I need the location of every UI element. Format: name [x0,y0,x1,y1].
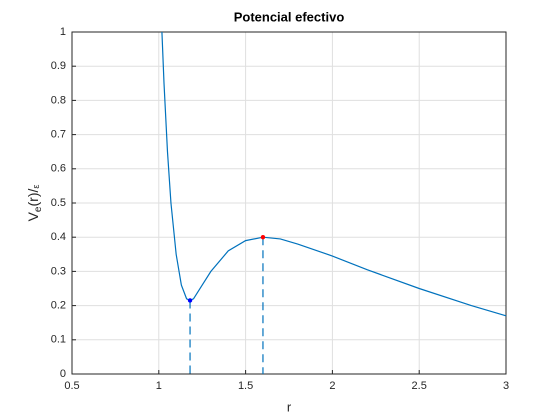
x-tick-label: 1.5 [238,380,253,392]
y-tick-label: 0.1 [51,334,66,346]
y-axis-label: Ve(r)/ε [25,185,44,222]
x-tick-label: 2.5 [412,380,427,392]
y-tick-label: 0.7 [51,129,66,141]
y-tick-label: 0.2 [51,300,66,312]
y-tick-label: 0.4 [51,231,66,243]
y-tick-label: 0.8 [51,94,66,106]
point [187,298,193,303]
x-tick-label: 0.5 [64,380,79,392]
y-label-sub: e [33,206,44,212]
x-tick-label: 2 [329,380,335,392]
curve [161,31,507,317]
x-tick-label: 1 [156,380,162,392]
y-tick-label: 0.5 [51,197,66,209]
x-tick-label: 3 [503,380,509,392]
plot-frame [71,31,507,375]
y-label-small: ε [31,185,41,189]
y-label-main: V [25,211,41,221]
point [260,235,266,240]
y-tick-label: 0.6 [51,163,66,175]
chart-title: Potencial efectivo [234,9,345,24]
y-tick-label: 0 [60,368,66,380]
y-tick-label: 0.9 [51,60,66,72]
y-tick-label: 0.3 [51,265,66,277]
x-axis-label: r [287,399,292,414]
y-label-after: (r)/ [25,189,41,207]
y-tick-label: 1 [60,26,66,38]
